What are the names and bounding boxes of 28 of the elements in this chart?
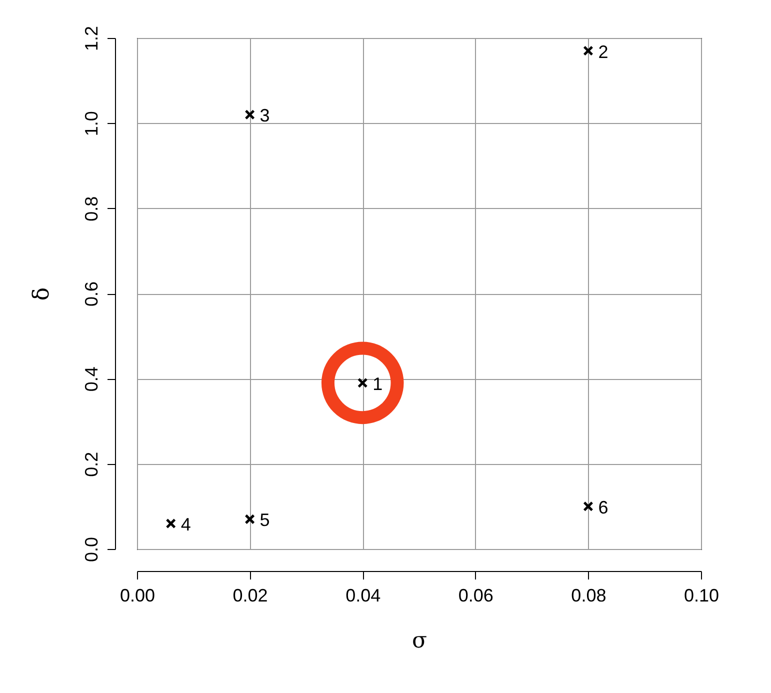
y-tick-label: 0.8 — [82, 196, 102, 222]
y-axis-title: δ — [30, 287, 54, 301]
y-tick-label: 0.2 — [82, 452, 102, 477]
annotation: 3 — [260, 106, 270, 126]
point — [244, 110, 255, 120]
point — [583, 46, 594, 56]
x-tick-label: 0.10 — [684, 586, 720, 606]
annotation: 5 — [260, 510, 270, 530]
y-tick-label: 0.0 — [82, 536, 102, 562]
x-tick-label: 0.00 — [120, 586, 156, 606]
point — [166, 518, 176, 529]
annotation: 2 — [598, 42, 608, 62]
point — [357, 378, 368, 388]
x-tick-label: 0.04 — [346, 586, 381, 606]
x-tick-label: 0.06 — [458, 586, 494, 606]
annotation: 6 — [598, 497, 608, 518]
point — [321, 342, 404, 424]
annotation: 4 — [180, 514, 191, 534]
x-tick-label: 0.02 — [232, 586, 268, 606]
x-tick-label: 0.08 — [571, 586, 606, 606]
point — [244, 514, 255, 524]
x-axis-title: σ — [412, 628, 428, 654]
point — [583, 501, 594, 512]
annotation: 1 — [372, 374, 383, 394]
y-tick-label: 0.6 — [82, 281, 102, 307]
y-tick-label: 0.4 — [82, 366, 102, 392]
y-tick-label: 1.2 — [82, 26, 102, 52]
y-tick-label: 1.0 — [82, 111, 102, 136]
